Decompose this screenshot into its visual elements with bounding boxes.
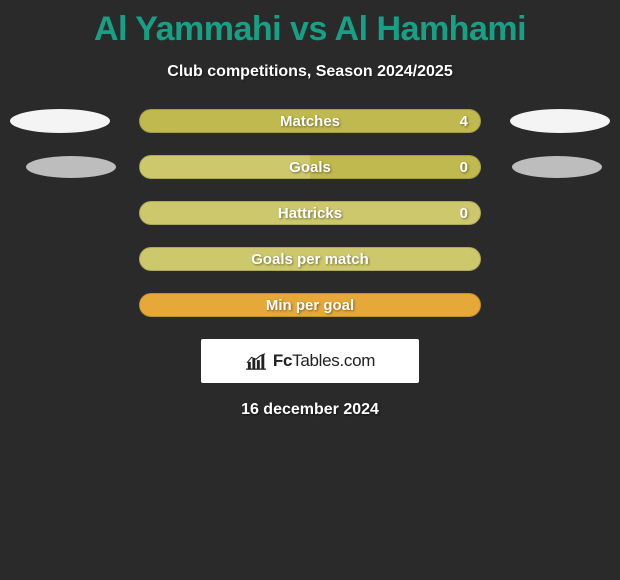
- stat-pill: Min per goal: [139, 293, 481, 317]
- stat-pill: Matches 4: [139, 109, 481, 133]
- stat-pill: Goals 0: [139, 155, 481, 179]
- page-subtitle: Club competitions, Season 2024/2025: [0, 63, 620, 81]
- stat-row-goals: Goals 0: [0, 155, 620, 179]
- logo-text-rest: Tables.com: [292, 351, 375, 370]
- stat-value: 4: [460, 113, 468, 130]
- fctables-logo[interactable]: FcTables.com: [201, 339, 419, 383]
- stat-value: 0: [460, 205, 468, 222]
- stat-row-matches: Matches 4: [0, 109, 620, 133]
- bar-chart-icon: [245, 352, 267, 370]
- stat-label: Goals per match: [251, 251, 369, 268]
- left-ellipse-icon: [26, 156, 116, 178]
- stat-row-min-per-goal: Min per goal: [0, 293, 620, 317]
- right-ellipse-icon: [510, 109, 610, 133]
- stat-label: Matches: [280, 113, 340, 130]
- stat-pill: Hattricks 0: [139, 201, 481, 225]
- right-ellipse-icon: [512, 156, 602, 178]
- stat-rows: Matches 4 Goals 0 Hattricks 0 Goals per …: [0, 109, 620, 317]
- snapshot-date: 16 december 2024: [0, 401, 620, 419]
- stat-row-goals-per-match: Goals per match: [0, 247, 620, 271]
- left-ellipse-icon: [10, 109, 110, 133]
- stat-label: Goals: [289, 159, 331, 176]
- stat-pill: Goals per match: [139, 247, 481, 271]
- stat-label: Min per goal: [266, 297, 354, 314]
- stat-value: 0: [460, 159, 468, 176]
- stat-row-hattricks: Hattricks 0: [0, 201, 620, 225]
- page-title: Al Yammahi vs Al Hamhami: [0, 0, 620, 49]
- stat-label: Hattricks: [278, 205, 342, 222]
- logo-text: FcTables.com: [273, 351, 375, 371]
- logo-text-bold: Fc: [273, 351, 292, 370]
